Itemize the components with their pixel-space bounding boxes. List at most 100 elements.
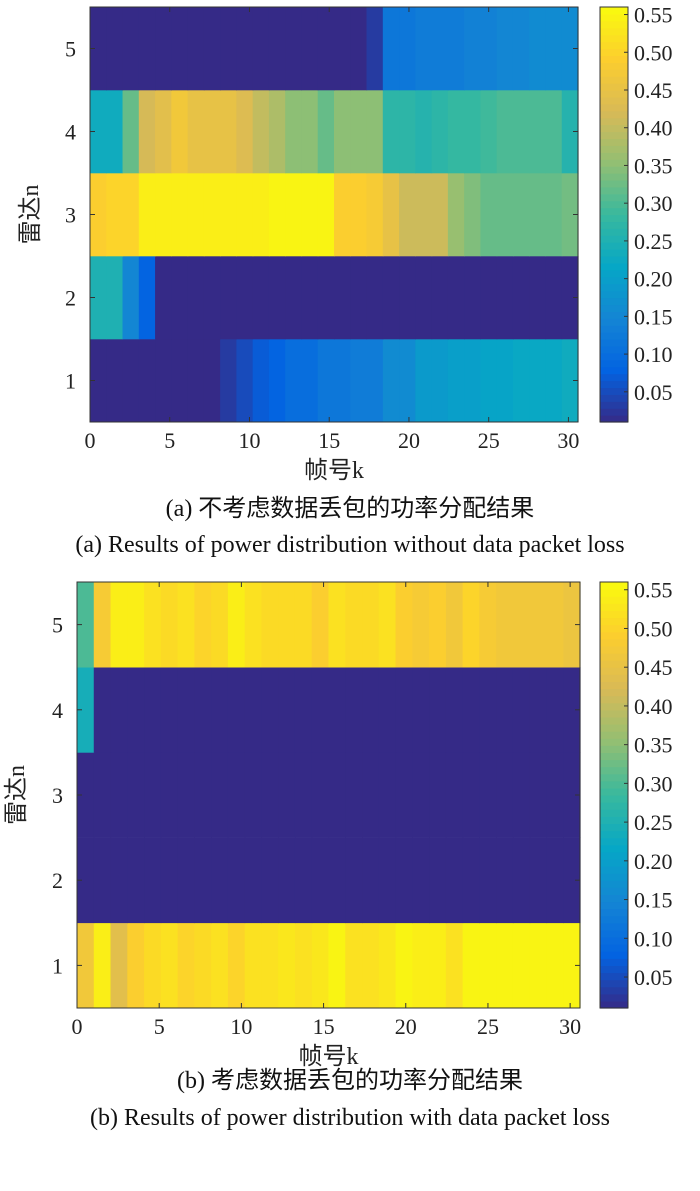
colorbar-segment xyxy=(600,7,628,15)
heatmap-cell xyxy=(294,667,313,753)
heatmap-cell xyxy=(311,922,330,1009)
heatmap-cell xyxy=(378,752,397,838)
heatmap-cell xyxy=(171,256,189,340)
heatmap-cell xyxy=(362,752,380,838)
heatmap-cell xyxy=(350,339,368,423)
colorbar-segment xyxy=(600,401,628,409)
heatmap-cell xyxy=(160,582,179,668)
heatmap-cell xyxy=(479,582,497,668)
heatmap-cell xyxy=(328,837,346,924)
heatmap-cell xyxy=(496,837,514,924)
heatmap-cell xyxy=(122,90,140,174)
colorbar-segment xyxy=(600,235,628,243)
colorbar-segment xyxy=(600,908,628,917)
colorbar-segment xyxy=(600,83,628,91)
heatmap-cell xyxy=(479,667,497,753)
colorbar-segment xyxy=(600,207,628,216)
heatmap-cell xyxy=(529,7,547,91)
heatmap-cell xyxy=(220,339,237,423)
heatmap-cell xyxy=(462,582,480,668)
colorbar-segment xyxy=(600,186,628,195)
heatmap-cell xyxy=(512,582,531,668)
heatmap-cell xyxy=(236,90,254,174)
colorbar-segment xyxy=(600,131,628,140)
colorbar-tick-label: 0.35 xyxy=(634,733,673,758)
heatmap-cell xyxy=(464,7,481,91)
colorbar-segment xyxy=(600,387,628,395)
heatmap-cell xyxy=(138,256,156,340)
heatmap-cell xyxy=(127,752,145,838)
heatmap-cell xyxy=(529,837,548,924)
heatmap-cell xyxy=(194,667,212,753)
heatmap-cell xyxy=(480,173,498,257)
heatmap-cell xyxy=(138,173,156,257)
heatmap-cell xyxy=(431,173,449,257)
heatmap-cell xyxy=(144,667,162,753)
heatmap-cell xyxy=(445,837,464,924)
heatmap-cell xyxy=(334,256,351,340)
colorbar-segment xyxy=(600,823,628,832)
colorbar-segment xyxy=(600,311,628,319)
y-tick-label: 2 xyxy=(65,286,76,311)
heatmap-cell xyxy=(480,339,498,423)
heatmap-cell xyxy=(447,7,465,91)
colorbar-segment xyxy=(600,929,628,938)
heatmap-cell xyxy=(429,922,447,1009)
heatmap-cell xyxy=(122,339,140,423)
colorbar-tick-label: 0.50 xyxy=(634,40,673,65)
heatmap-cell xyxy=(412,582,430,668)
colorbar-segment xyxy=(600,117,628,126)
heatmap-cell xyxy=(227,837,246,924)
colorbar-segment xyxy=(600,325,628,333)
heatmap-cell xyxy=(563,582,581,668)
heatmap-cell xyxy=(512,7,530,91)
colorbar-segment xyxy=(600,915,628,924)
heatmap-cell xyxy=(294,922,313,1009)
heatmap-cell xyxy=(362,667,380,753)
heatmap-cell xyxy=(512,922,531,1009)
heatmap-cell xyxy=(127,582,145,668)
heatmap-cell xyxy=(496,752,514,838)
colorbar-segment xyxy=(600,276,628,285)
colorbar-segment xyxy=(600,110,628,119)
heatmap-cell xyxy=(431,7,449,91)
heatmap-cell xyxy=(268,7,286,91)
heatmap-cell xyxy=(546,582,564,668)
heatmap-cell xyxy=(431,339,449,423)
heatmap-cell xyxy=(345,752,363,838)
colorbar-segment xyxy=(600,145,628,153)
heatmap-cell xyxy=(278,667,296,753)
heatmap-cell xyxy=(311,667,330,753)
heatmap-cell xyxy=(220,7,237,91)
colorbar-segment xyxy=(600,759,628,768)
colorbar-segment xyxy=(600,631,628,640)
colorbar-segment xyxy=(600,716,628,725)
heatmap-cell xyxy=(378,582,397,668)
heatmap-cell xyxy=(345,582,363,668)
colorbar-tick-label: 0.20 xyxy=(634,267,673,292)
colorbar-segment xyxy=(600,709,628,718)
heatmap-cell xyxy=(77,752,95,838)
heatmap-cell xyxy=(399,173,416,257)
heatmap-cell xyxy=(311,582,330,668)
heatmap-cell xyxy=(496,7,514,91)
colorbar-segment xyxy=(600,787,628,796)
heatmap-cell xyxy=(512,90,530,174)
heatmap-cell xyxy=(317,256,335,340)
colorbar-tick-label: 0.25 xyxy=(634,229,673,254)
heatmap-cell xyxy=(345,922,363,1009)
heatmap-cell xyxy=(345,837,363,924)
heatmap-cell xyxy=(278,752,296,838)
y-tick-label: 3 xyxy=(52,783,63,808)
y-axis-label: 雷达n xyxy=(17,185,44,245)
heatmap-cell xyxy=(462,752,480,838)
colorbar-segment xyxy=(600,603,628,611)
heatmap-cell xyxy=(464,90,481,174)
colorbar-segment xyxy=(600,695,628,704)
heatmap-cell xyxy=(278,837,296,924)
heatmap-cell xyxy=(90,7,107,91)
heatmap-cell xyxy=(382,7,400,91)
heatmap-cell xyxy=(236,339,254,423)
y-axis-label: 雷达n xyxy=(3,765,30,825)
x-axis-label: 帧号k xyxy=(304,457,364,484)
